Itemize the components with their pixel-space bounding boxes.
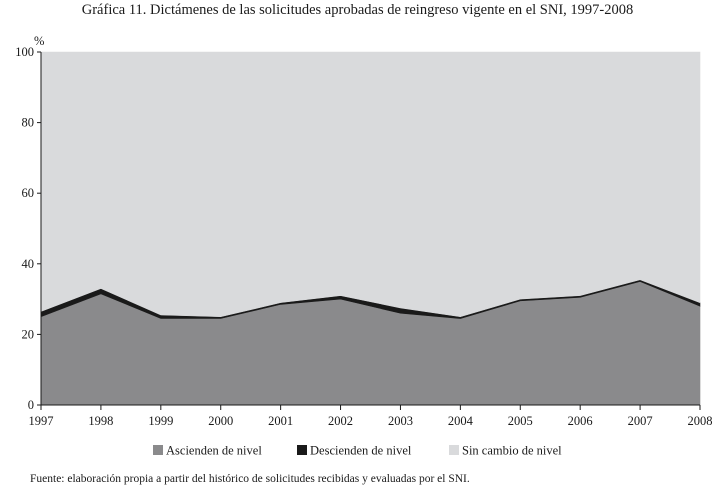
x-tick-label: 2000 <box>208 414 233 428</box>
y-axis-label: % <box>34 34 44 48</box>
y-tick-label: 0 <box>28 398 34 412</box>
source-note: Fuente: elaboración propia a partir del … <box>30 473 470 485</box>
legend-label: Ascienden de nivel <box>166 444 262 458</box>
x-tick-label: 2007 <box>628 414 653 428</box>
x-tick-label: 2004 <box>448 414 474 428</box>
x-tick-label: 1997 <box>29 414 54 428</box>
chart: 0 20 40 60 80 100% 1997 1998 1999 2000 2001 2002 200… <box>15 34 713 458</box>
x-tick-label: 2008 <box>688 414 713 428</box>
x-tick-label: 2001 <box>268 414 293 428</box>
legend-label: Descienden de nivel <box>310 444 412 458</box>
x-tick-label: 1998 <box>88 414 113 428</box>
y-tick-label: 80 <box>22 116 35 130</box>
x-tick-label: 2006 <box>568 414 593 428</box>
area-sin-cambio-de-nivel <box>40 51 701 318</box>
legend-swatch <box>153 445 163 455</box>
x-tick-label: 1999 <box>148 414 173 428</box>
y-tick-label: 20 <box>22 327 35 341</box>
y-tick-label: 60 <box>22 186 35 200</box>
chart-title: Gráfica 11. Dictámenes de las solicitude… <box>81 2 634 18</box>
y-tick-label: 40 <box>22 257 35 271</box>
legend-label: Sin cambio de nivel <box>462 444 562 458</box>
legend-swatch <box>297 445 307 455</box>
y-tick-label: 100 <box>15 45 34 59</box>
x-tick-label: 2003 <box>388 414 413 428</box>
x-tick-label: 2005 <box>508 414 533 428</box>
x-tick-label: 2002 <box>328 414 353 428</box>
legend-swatch <box>449 445 459 455</box>
